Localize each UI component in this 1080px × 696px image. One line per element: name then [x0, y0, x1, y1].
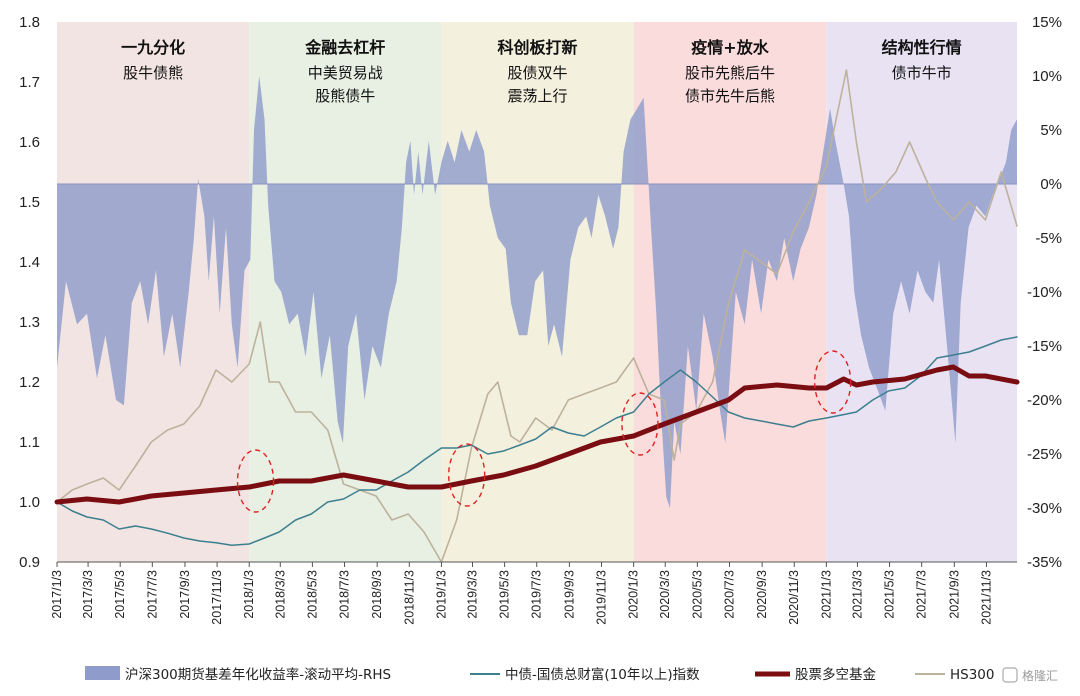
x-axis-tick-label: 2018/3/3 [273, 570, 287, 619]
right-axis-tick-label: -10% [1027, 284, 1062, 301]
x-axis-tick-label: 2019/7/3 [530, 570, 544, 619]
period-subtitle-2-1: 中美贸易战 [308, 64, 383, 82]
right-axis-tick-label: -5% [1035, 230, 1062, 247]
x-axis-tick-label: 2019/11/3 [595, 570, 609, 625]
right-axis-tick-label: -20% [1027, 392, 1062, 409]
bond-index-line [56, 336, 1018, 546]
x-axis-tick-label: 2017/1/3 [50, 570, 64, 619]
left-axis-tick-label: 1.8 [19, 14, 40, 31]
long-short-fund-line [54, 364, 1020, 505]
right-axis-tick-label: -35% [1027, 554, 1062, 571]
period-subtitle-2-2: 股熊债牛 [315, 87, 375, 105]
highlight-ellipse-4 [813, 350, 852, 414]
x-axis-tick-label: 2018/7/3 [338, 570, 352, 619]
right-axis-tick-label: -25% [1027, 446, 1062, 463]
right-axis-tick-label: -30% [1027, 500, 1062, 517]
x-axis-tick-label: 2017/9/3 [178, 570, 192, 619]
period-subtitle-3-1: 股债双牛 [508, 64, 568, 82]
x-axis-tick-label: 2020/1/3 [627, 570, 641, 619]
watermark-logo-icon [1002, 667, 1018, 683]
period-title-4: 疫情+放水 [691, 38, 769, 57]
left-axis-tick-label: 1.6 [19, 134, 40, 151]
x-axis-tick-label: 2017/11/3 [210, 570, 224, 625]
left-axis-tick-label: 0.9 [19, 554, 40, 571]
x-axis-tick-label: 2021/5/3 [883, 570, 897, 619]
legend-label-fund: 股票多空基金 [795, 666, 876, 683]
period-title-2: 金融去杠杆 [304, 38, 385, 57]
x-axis-tick-label: 2021/1/3 [819, 570, 833, 619]
right-axis-tick-label: 0% [1040, 176, 1062, 193]
x-axis-tick-label: 2021/11/3 [979, 570, 993, 625]
period-title-3: 科创板打新 [498, 38, 578, 57]
x-axis-tick-label: 2018/1/3 [242, 570, 256, 619]
watermark-text: 格隆汇 [1022, 668, 1058, 683]
x-axis-tick-label: 2021/7/3 [915, 570, 929, 619]
x-axis-tick-label: 2019/1/3 [434, 570, 448, 619]
annotation-layer [236, 350, 852, 513]
highlight-ellipse-1 [236, 449, 275, 513]
legend-label-basis: 沪深300期货基差年化收益率-滚动平均-RHS [125, 666, 391, 683]
x-axis-tick-label: 2021/9/3 [947, 570, 961, 619]
x-axis-tick-label: 2020/3/3 [658, 570, 672, 619]
highlight-ellipse-2 [447, 443, 486, 507]
x-axis-tick-label: 2017/7/3 [145, 570, 159, 619]
hs300-line [56, 69, 1018, 563]
period-subtitle-1-1: 股牛债熊 [123, 64, 183, 82]
x-axis-tick-label: 2020/7/3 [722, 570, 736, 619]
lines-layer [54, 69, 1020, 563]
axes: 0.9 1.0 1.1 1.2 1.3 1.4 1.5 1.6 1.7 1.8 -35% -30% -2… [19, 14, 1062, 625]
left-axis-tick-label: 1.0 [19, 494, 40, 511]
x-axis-tick-label: 2021/3/3 [850, 570, 864, 619]
period-subtitle-4-2: 债市先牛后熊 [685, 87, 775, 105]
period-subtitle-5-1: 债市牛市 [892, 64, 952, 82]
left-axis-tick-label: 1.3 [19, 314, 40, 331]
period-band-3 [441, 22, 634, 562]
left-axis-tick-label: 1.4 [19, 254, 40, 271]
right-axis-tick-label: -15% [1027, 338, 1062, 355]
x-axis-tick-label: 2019/5/3 [498, 570, 512, 619]
legend: 沪深300期货基差年化收益率-滚动平均-RHS 中债-国债总财富(10年以上)指数… [85, 666, 995, 683]
period-title-1: 一九分化 [121, 38, 185, 57]
right-axis-tick-label: 10% [1032, 68, 1062, 85]
x-axis-tick-label: 2017/3/3 [81, 570, 95, 619]
period-title-5: 结构性行情 [881, 38, 962, 57]
highlight-ellipse-3 [621, 392, 659, 456]
x-axis-tick-label: 2019/3/3 [465, 570, 479, 619]
watermark: 格隆汇 [1002, 667, 1058, 683]
left-axis-tick-label: 1.1 [19, 434, 40, 451]
left-axis-tick-label: 1.7 [19, 74, 40, 91]
x-axis-tick-label: 2018/5/3 [305, 570, 319, 619]
right-axis-tick-label: 15% [1032, 14, 1062, 31]
left-axis-tick-label: 1.2 [19, 374, 40, 391]
x-axis-tick-label: 2017/5/3 [113, 570, 127, 619]
x-axis-tick-label: 2020/11/3 [787, 570, 801, 625]
legend-label-hs300: HS300 [950, 667, 995, 683]
period-subtitle-4-1: 股市先熊后牛 [685, 64, 775, 82]
legend-swatch-basis [85, 666, 120, 680]
x-axis-tick-label: 2019/9/3 [562, 570, 576, 619]
legend-label-bond: 中债-国债总财富(10年以上)指数 [505, 666, 700, 683]
x-axis-tick-label: 2020/9/3 [755, 570, 769, 619]
x-axis-tick-label: 2018/9/3 [370, 570, 384, 619]
period-subtitle-3-2: 震荡上行 [508, 87, 568, 105]
left-axis-tick-label: 1.5 [19, 194, 40, 211]
x-axis-tick-label: 2020/5/3 [690, 570, 704, 619]
x-axis-tick-label: 2018/11/3 [402, 570, 416, 625]
right-axis-tick-label: 5% [1040, 122, 1062, 139]
